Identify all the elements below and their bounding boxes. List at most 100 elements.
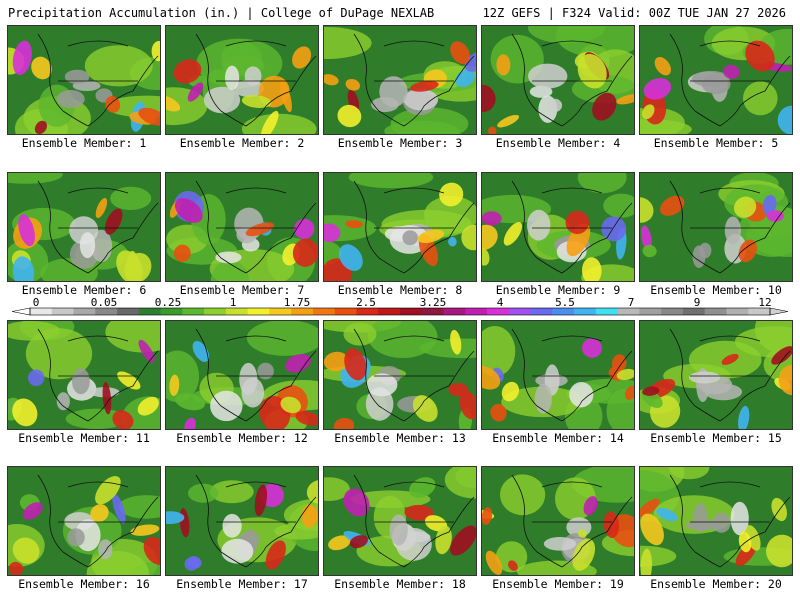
ensemble-member-caption: Ensemble Member: 20 [650,577,782,591]
coastline-outline [37,180,159,274]
precip-map [482,173,634,281]
precip-map [166,321,318,429]
precip-map [482,467,634,575]
colorbar-swatch [225,308,249,315]
ensemble-member-caption: Ensemble Member: 15 [650,431,782,445]
ensemble-map-panel [165,466,319,576]
coastline-outline [669,474,791,568]
colorbar-swatch [30,308,53,315]
colorbar-swatch [269,308,292,315]
coastline-outline [353,328,475,422]
ensemble-map-panel [7,172,161,282]
precip-map [166,173,318,281]
colorbar-swatch [73,308,96,315]
precip-map [640,467,792,575]
colorbar-swatch [726,308,749,315]
colorbar-tick-label: 9 [694,296,701,309]
ensemble-member-caption: Ensemble Member: 12 [176,431,308,445]
ensemble-map-panel [481,466,635,576]
precip-map [324,467,476,575]
ensemble-member-caption: Ensemble Member: 16 [18,577,150,591]
precip-map [8,173,160,281]
colorbar-swatch [552,308,575,315]
ensemble-map-panel [165,320,319,430]
coastline-outline [511,328,633,422]
ensemble-map-panel [481,25,635,135]
ensemble-map-panel [7,466,161,576]
precip-map [482,321,634,429]
precip-map [640,321,792,429]
precip-map [482,26,634,134]
colorbar-swatch [117,308,140,315]
ensemble-member-caption: Ensemble Member: 6 [21,283,147,297]
coastline-outline [511,474,633,568]
colorbar-swatch [617,308,640,315]
colorbar-swatch [334,308,357,315]
colorbar-swatch [661,308,684,315]
ensemble-map-panel [639,320,793,430]
colorbar-swatch [639,308,662,315]
colorbar-swatch [595,308,619,315]
coastline-outline [195,474,317,568]
ensemble-member-caption: Ensemble Member: 17 [176,577,308,591]
colorbar-tick-label: 0.05 [91,296,118,309]
coastline-outline [353,33,475,127]
colorbar-swatch [421,308,444,315]
coastline-outline [37,474,159,568]
ensemble-map-panel [639,466,793,576]
colorbar-left-arrow [11,307,31,316]
coastline-outline [353,180,475,274]
colorbar-swatch [748,308,771,315]
colorbar-right-arrow [769,307,789,316]
precip-map [640,173,792,281]
ensemble-map-panel [7,25,161,135]
colorbar-swatch [312,308,336,315]
coastline-outline [37,328,159,422]
precip-map [324,173,476,281]
colorbar-tick-label: 0 [33,296,40,309]
header-run-info: 12Z GEFS | F324 Valid: 00Z TUE JAN 27 20… [482,6,786,20]
precip-map [324,321,476,429]
ensemble-map-panel [165,172,319,282]
coastline-outline [353,474,475,568]
ensemble-member-caption: Ensemble Member: 7 [179,283,305,297]
colorbar-swatch [704,308,727,315]
coastline-outline [669,180,791,274]
ensemble-map-panel [323,466,477,576]
colorbar-swatch [465,308,488,315]
colorbar-swatch [487,308,510,315]
colorbar-tick-label: 1 [230,296,237,309]
ensemble-member-caption: Ensemble Member: 18 [334,577,466,591]
ensemble-member-caption: Ensemble Member: 10 [650,283,782,297]
ensemble-map-panel [639,172,793,282]
colorbar-tick-label: 4 [497,296,504,309]
ensemble-map-panel [481,320,635,430]
colorbar-swatch [682,308,706,315]
colorbar-tick-label: 12 [758,296,771,309]
precip-map [8,321,160,429]
ensemble-member-caption: Ensemble Member: 1 [21,136,147,150]
coastline-outline [511,180,633,274]
precip-map [166,467,318,575]
ensemble-map-panel [323,25,477,135]
colorbar-tick-label: 5.5 [555,296,575,309]
colorbar-swatch [443,308,466,315]
precip-map [166,26,318,134]
ensemble-member-caption: Ensemble Member: 8 [337,283,463,297]
ensemble-member-caption: Ensemble Member: 13 [334,431,466,445]
colorbar-swatch [204,308,227,315]
colorbar-tick-label: 2.5 [356,296,376,309]
colorbar-tick-label: 7 [628,296,635,309]
colorbar-swatch [95,308,118,315]
ensemble-member-caption: Ensemble Member: 2 [179,136,305,150]
colorbar-swatch [400,308,423,315]
coastline-outline [37,33,159,127]
precip-map [640,26,792,134]
precip-map [8,26,160,134]
ensemble-map-panel [639,25,793,135]
ensemble-map-panel [165,25,319,135]
ensemble-map-panel [323,320,477,430]
colorbar-swatch [530,308,553,315]
ensemble-member-caption: Ensemble Member: 14 [492,431,624,445]
colorbar-swatch [508,308,531,315]
